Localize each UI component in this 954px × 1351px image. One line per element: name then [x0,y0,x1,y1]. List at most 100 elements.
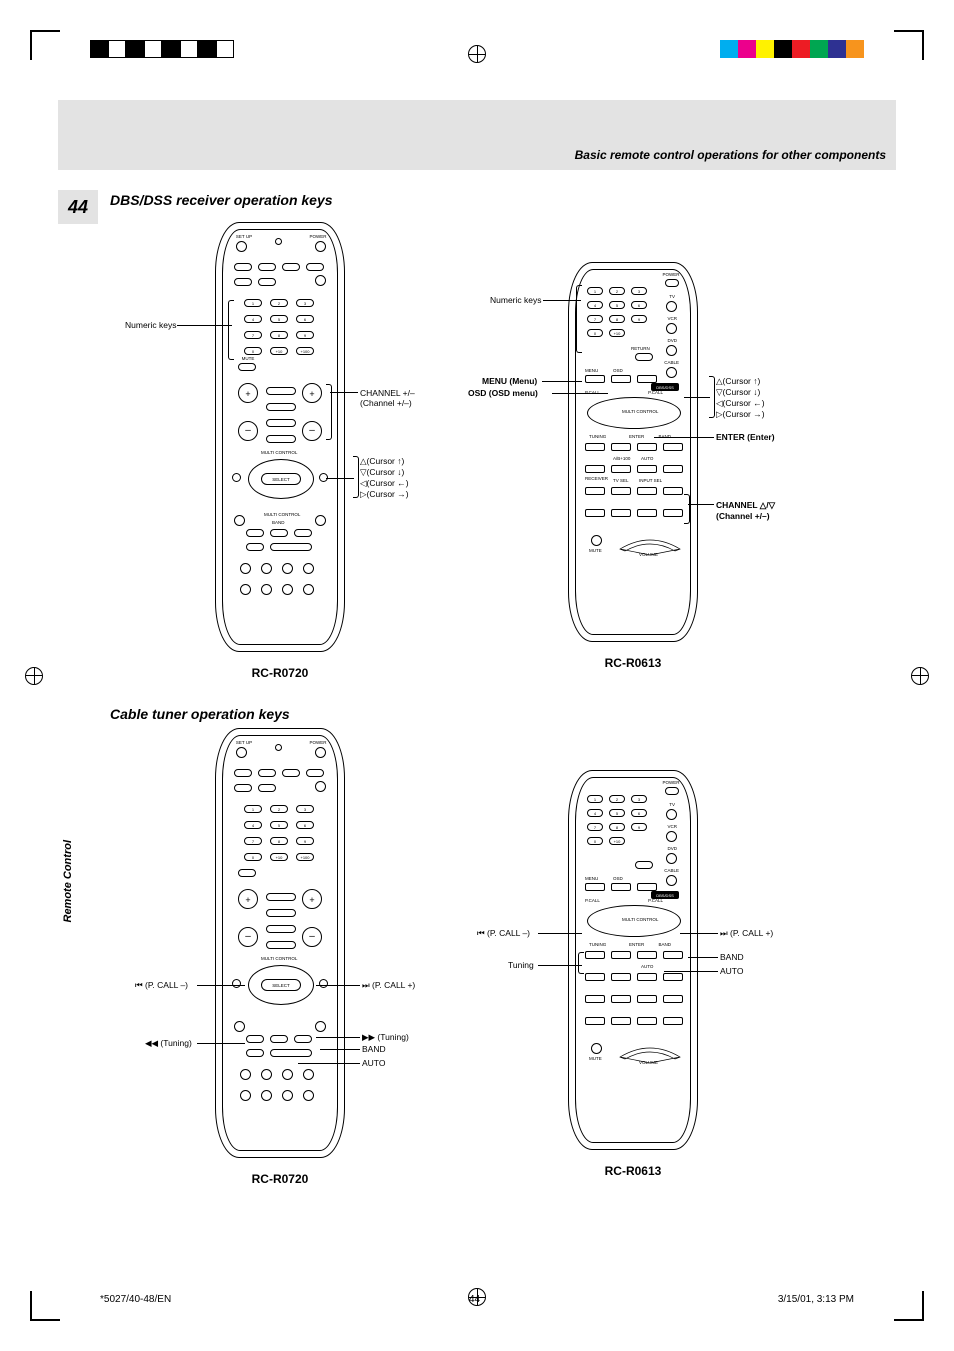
callout-osd: OSD (OSD menu) [468,388,538,398]
btn [585,443,605,451]
btn [236,747,247,758]
lead-line [316,985,360,986]
btn [666,853,677,864]
num-key: 8 [609,315,625,323]
model-caption: RC-R0613 [568,1164,698,1178]
btn [666,323,677,334]
btn [270,1035,288,1043]
callout-band: BAND [720,952,744,962]
color-bar-cmyk [720,40,864,58]
input-btn [303,1090,314,1101]
label: SET UP [232,235,256,240]
label: BAND [658,943,671,948]
select-btn: SELECT [261,473,301,485]
lead-line [197,985,245,986]
num-key: 4 [244,821,262,829]
label: AUTO [641,965,653,970]
input-btn [240,1069,251,1080]
lead-line [320,1049,360,1050]
input-btn [240,584,251,595]
numeric-keypad: 1234567890+10+100 [244,299,324,355]
model-caption: RC-R0720 [215,666,345,680]
btn [270,543,312,551]
btn [258,263,276,271]
lead-line [542,381,582,382]
callout-channel: CHANNEL △/▽ (Channel +/–) [716,500,775,521]
btn [663,509,683,517]
callout-tuning-fwd: ▶▶ (Tuning) [362,1032,409,1043]
remote-body: SET UP POWER 1234567890+10+100 + – + – [215,728,345,1158]
lead-line [316,1037,360,1038]
btn [234,263,252,271]
btn [315,275,326,286]
label: TUNING [589,943,606,948]
ch-plus: + [302,383,322,403]
input-btn [303,584,314,595]
side-tab: Remote Control [62,840,74,923]
num-key: 3 [296,805,314,813]
vol-minus: – [238,927,258,947]
btn-power [665,787,679,795]
label: AUTO [641,457,653,462]
label: CABLE [664,361,679,366]
label: POWER [306,741,330,746]
label: P.CALL [585,899,600,904]
callout-tuning-rev: ◀◀ (Tuning) [145,1038,192,1049]
callout-enter: ENTER (Enter) [716,432,775,442]
btn [637,443,657,451]
label: VCR [667,317,677,322]
num-key: +100 [296,853,314,861]
btn [611,973,631,981]
bracket [576,285,582,353]
label: INPUT SEL [639,479,662,484]
num-key: 6 [296,821,314,829]
btn [258,769,276,777]
lead-line [552,393,608,394]
btn [637,509,657,517]
crop-corner [30,1291,60,1321]
bracket [326,384,332,440]
num-key: 7 [244,837,262,845]
num-key: +100 [296,347,314,355]
ch-minus: – [302,421,322,441]
btn [663,1017,683,1025]
num-key: 3 [631,795,647,803]
numeric-keypad: 1234567890+10+100 [244,805,324,861]
crop-corner [894,1291,924,1321]
btn [258,278,276,286]
num-key: 0 [587,837,603,845]
btn [234,784,252,792]
btn [270,1049,312,1057]
lead-line [538,933,582,934]
breadcrumb: Basic remote control operations for othe… [575,148,886,162]
input-btn [261,1069,272,1080]
num-key: +10 [270,853,288,861]
num-key: 3 [296,299,314,307]
callout-auto: AUTO [362,1058,385,1068]
num-key: 5 [270,821,288,829]
btn [315,1021,326,1032]
lead-line [664,971,718,972]
footer-right: 3/15/01, 3:13 PM [778,1294,854,1305]
btn [666,875,677,886]
input-btn [261,584,272,595]
btn [585,951,605,959]
label: MULTI CONTROL [261,957,297,962]
input-grid [240,563,330,595]
btn [666,345,677,356]
btn [663,973,683,981]
btn [294,1035,312,1043]
lead-line [684,397,710,398]
num-key: 8 [609,823,625,831]
label: A/B+100 [613,457,630,462]
btn [246,1049,264,1057]
numeric-keypad: 1234567890+10 [587,795,657,845]
bracket [684,494,690,524]
btn [637,973,657,981]
num-key: 9 [296,331,314,339]
btn [585,883,605,891]
label: CABLE [664,869,679,874]
btn [585,487,605,495]
btn [266,893,296,901]
label: MULTI CONTROL [264,513,300,518]
